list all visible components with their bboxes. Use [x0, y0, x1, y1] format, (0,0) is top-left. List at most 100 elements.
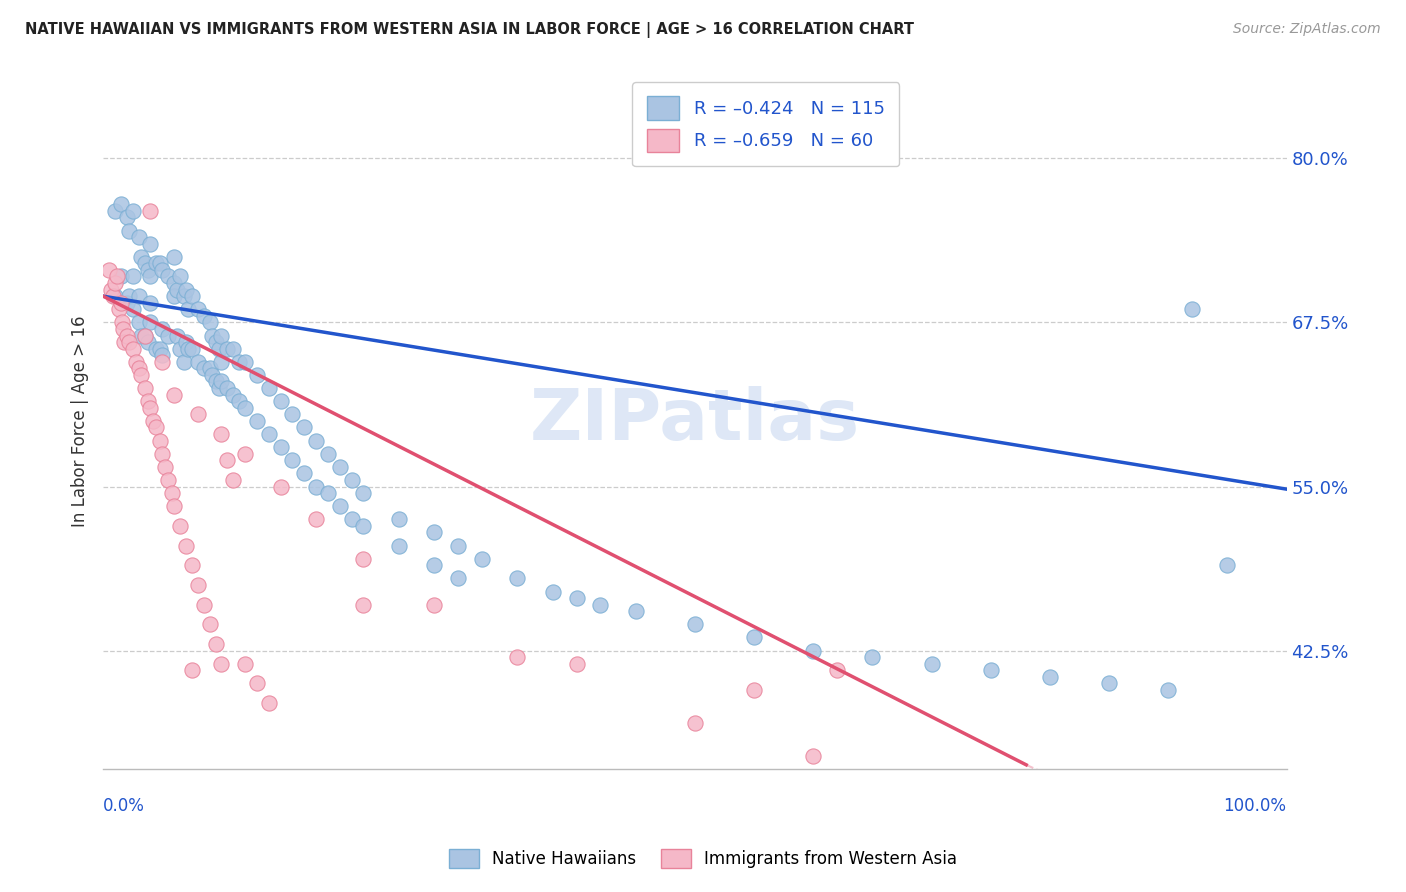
Point: [257, 381, 280, 395]
Point: [217, 342, 239, 356]
Point: [353, 598, 375, 612]
Point: [128, 289, 150, 303]
Point: [153, 459, 176, 474]
Point: [134, 381, 156, 395]
Point: [211, 657, 233, 671]
Point: [801, 643, 824, 657]
Point: [801, 748, 824, 763]
Text: ZIPatlas: ZIPatlas: [530, 386, 860, 456]
Point: [447, 571, 470, 585]
Point: [128, 361, 150, 376]
Point: [129, 250, 152, 264]
Point: [222, 473, 245, 487]
Point: [228, 355, 250, 369]
Point: [1216, 558, 1239, 573]
Point: [388, 539, 411, 553]
Point: [683, 617, 706, 632]
Point: [118, 289, 141, 303]
Point: [1098, 676, 1121, 690]
Point: [353, 519, 375, 533]
Point: [173, 289, 195, 303]
Legend: Native Hawaiians, Immigrants from Western Asia: Native Hawaiians, Immigrants from Wester…: [441, 842, 965, 875]
Point: [114, 335, 136, 350]
Point: [121, 203, 143, 218]
Point: [150, 447, 173, 461]
Point: [204, 335, 226, 350]
Point: [145, 342, 167, 356]
Point: [305, 479, 328, 493]
Point: [246, 414, 269, 428]
Point: [201, 368, 224, 382]
Point: [142, 414, 165, 428]
Point: [353, 486, 375, 500]
Point: [180, 342, 202, 356]
Point: [246, 676, 269, 690]
Point: [228, 394, 250, 409]
Point: [180, 663, 202, 677]
Point: [121, 269, 143, 284]
Point: [281, 453, 304, 467]
Point: [447, 539, 470, 553]
Point: [305, 434, 328, 448]
Point: [157, 473, 180, 487]
Point: [163, 250, 186, 264]
Point: [150, 355, 173, 369]
Point: [139, 203, 162, 218]
Point: [187, 407, 209, 421]
Point: [211, 355, 233, 369]
Point: [115, 295, 138, 310]
Point: [150, 348, 173, 362]
Point: [565, 657, 588, 671]
Point: [742, 631, 765, 645]
Point: [107, 302, 129, 317]
Point: [149, 256, 172, 270]
Text: NATIVE HAWAIIAN VS IMMIGRANTS FROM WESTERN ASIA IN LABOR FORCE | AGE > 16 CORREL: NATIVE HAWAIIAN VS IMMIGRANTS FROM WESTE…: [25, 22, 914, 38]
Point: [541, 584, 564, 599]
Point: [134, 328, 156, 343]
Point: [423, 525, 446, 540]
Point: [177, 342, 200, 356]
Point: [110, 295, 132, 310]
Point: [340, 512, 363, 526]
Point: [222, 387, 245, 401]
Point: [174, 539, 197, 553]
Point: [157, 269, 180, 284]
Point: [825, 663, 848, 677]
Point: [388, 512, 411, 526]
Point: [157, 328, 180, 343]
Point: [125, 355, 148, 369]
Point: [139, 269, 162, 284]
Point: [169, 342, 191, 356]
Point: [193, 309, 215, 323]
Point: [187, 302, 209, 317]
Point: [139, 236, 162, 251]
Text: 0.0%: 0.0%: [103, 797, 145, 814]
Point: [198, 315, 221, 329]
Point: [353, 551, 375, 566]
Point: [233, 355, 256, 369]
Point: [506, 571, 529, 585]
Point: [139, 295, 162, 310]
Point: [193, 361, 215, 376]
Point: [174, 283, 197, 297]
Text: 100.0%: 100.0%: [1223, 797, 1286, 814]
Point: [177, 302, 200, 317]
Point: [166, 283, 188, 297]
Point: [118, 223, 141, 237]
Point: [160, 486, 183, 500]
Point: [471, 551, 494, 566]
Point: [246, 368, 269, 382]
Point: [180, 558, 202, 573]
Text: Source: ZipAtlas.com: Source: ZipAtlas.com: [1233, 22, 1381, 37]
Point: [166, 328, 188, 343]
Point: [111, 315, 134, 329]
Point: [136, 394, 159, 409]
Point: [329, 500, 352, 514]
Point: [169, 519, 191, 533]
Legend: R = –0.424   N = 115, R = –0.659   N = 60: R = –0.424 N = 115, R = –0.659 N = 60: [633, 82, 900, 166]
Point: [104, 276, 127, 290]
Point: [121, 302, 143, 317]
Point: [423, 598, 446, 612]
Point: [233, 657, 256, 671]
Point: [187, 355, 209, 369]
